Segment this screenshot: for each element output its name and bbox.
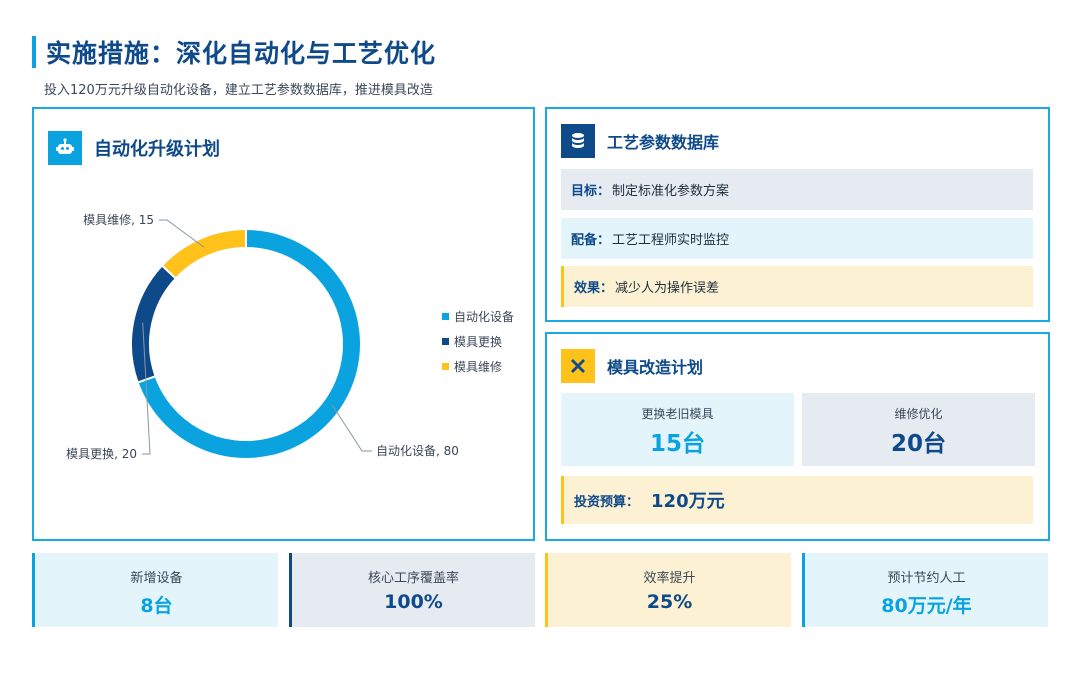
title-accent-bar bbox=[32, 36, 36, 68]
mold-panel-header: 模具改造计划 bbox=[561, 349, 703, 383]
db-row-text: 制定标准化参数方案 bbox=[612, 184, 730, 199]
db-row-text: 工艺工程师实时监控 bbox=[612, 233, 730, 248]
database-icon bbox=[561, 124, 595, 158]
mold-card-caption: 更换老旧模具 bbox=[641, 407, 714, 421]
mold-card-value: 20台 bbox=[890, 431, 946, 457]
stat-new-equipment: 新增设备 8台 bbox=[32, 553, 278, 627]
robot-icon bbox=[48, 131, 82, 165]
page-subtitle: 投入120万元升级自动化设备，建立工艺参数数据库，推进模具改造 bbox=[44, 83, 433, 98]
db-row-label: 目标： bbox=[571, 184, 611, 199]
automation-panel-header: 自动化升级计划 bbox=[48, 131, 220, 165]
stat-caption: 效率提升 bbox=[643, 571, 696, 586]
slice-automation-equipment bbox=[136, 227, 362, 460]
slice-mold-replacement bbox=[130, 264, 178, 384]
automation-panel-title: 自动化升级计划 bbox=[94, 139, 220, 160]
page-title: 实施措施：深化自动化与工艺优化 bbox=[46, 39, 437, 68]
data-label: 模具更换, 20 bbox=[66, 447, 137, 461]
data-label-leader bbox=[331, 404, 372, 452]
stat-value: 80万元/年 bbox=[881, 595, 972, 617]
stat-efficiency: 效率提升 25% bbox=[545, 553, 791, 627]
stat-caption: 新增设备 bbox=[130, 571, 183, 586]
stat-value: 8台 bbox=[140, 595, 173, 617]
slice-mold-repair bbox=[160, 227, 247, 280]
budget-bar: 投资预算： 120万元 bbox=[561, 476, 1033, 524]
db-row-text: 减少人为操作误差 bbox=[615, 281, 720, 296]
stat-value: 25% bbox=[646, 591, 693, 613]
mold-panel-title: 模具改造计划 bbox=[607, 358, 704, 377]
mold-card-repair: 维修优化 20台 bbox=[802, 393, 1035, 466]
database-panel-title: 工艺参数数据库 bbox=[607, 133, 720, 152]
legend-label: 模具维修 bbox=[454, 359, 502, 374]
legend-swatch bbox=[442, 313, 449, 320]
db-row-staffing: 配备： 工艺工程师实时监控 bbox=[561, 218, 1033, 259]
data-label-leader bbox=[142, 322, 151, 455]
budget-label: 投资预算： bbox=[574, 494, 640, 510]
budget-value: 120万元 bbox=[651, 491, 725, 512]
db-row-label: 配备： bbox=[571, 233, 611, 248]
page-title-wrap: 实施措施：深化自动化与工艺优化 bbox=[32, 34, 436, 70]
stat-value: 100% bbox=[384, 591, 443, 613]
mold-card-caption: 维修优化 bbox=[894, 407, 943, 421]
tools-icon bbox=[561, 349, 595, 383]
data-label: 模具维修, 15 bbox=[83, 212, 154, 227]
automation-plan-panel: 自动化升级计划 自动化设备, 80 模具更换, 20 模具维修, 15 自动化设备模具… bbox=[32, 107, 535, 541]
db-row-goal: 目标： 制定标准化参数方案 bbox=[561, 169, 1033, 210]
legend-swatch bbox=[442, 363, 449, 370]
mold-card-value: 15台 bbox=[649, 431, 705, 457]
data-label-leader bbox=[159, 219, 205, 248]
database-panel: 工艺参数数据库 目标： 制定标准化参数方案 配备： 工艺工程师实时监控 效果： … bbox=[545, 107, 1050, 322]
legend-label: 自动化设备 bbox=[454, 310, 514, 324]
legend-label: 模具更换 bbox=[454, 335, 502, 349]
database-panel-header: 工艺参数数据库 bbox=[561, 124, 719, 158]
stat-caption: 核心工序覆盖率 bbox=[367, 571, 459, 586]
data-label: 自动化设备, 80 bbox=[376, 444, 459, 458]
stat-labor-savings: 预计节约人工 80万元/年 bbox=[802, 553, 1048, 627]
mold-plan-panel: 模具改造计划 更换老旧模具 15台 维修优化 20台 投资预算： 120万元 bbox=[545, 332, 1050, 541]
legend-swatch bbox=[442, 338, 449, 345]
stat-caption: 预计节约人工 bbox=[887, 571, 966, 586]
db-row-effect: 效果： 减少人为操作误差 bbox=[561, 266, 1033, 307]
db-row-label: 效果： bbox=[574, 281, 614, 296]
mold-card-replace: 更换老旧模具 15台 bbox=[561, 393, 794, 466]
stat-coverage: 核心工序覆盖率 100% bbox=[289, 553, 535, 627]
